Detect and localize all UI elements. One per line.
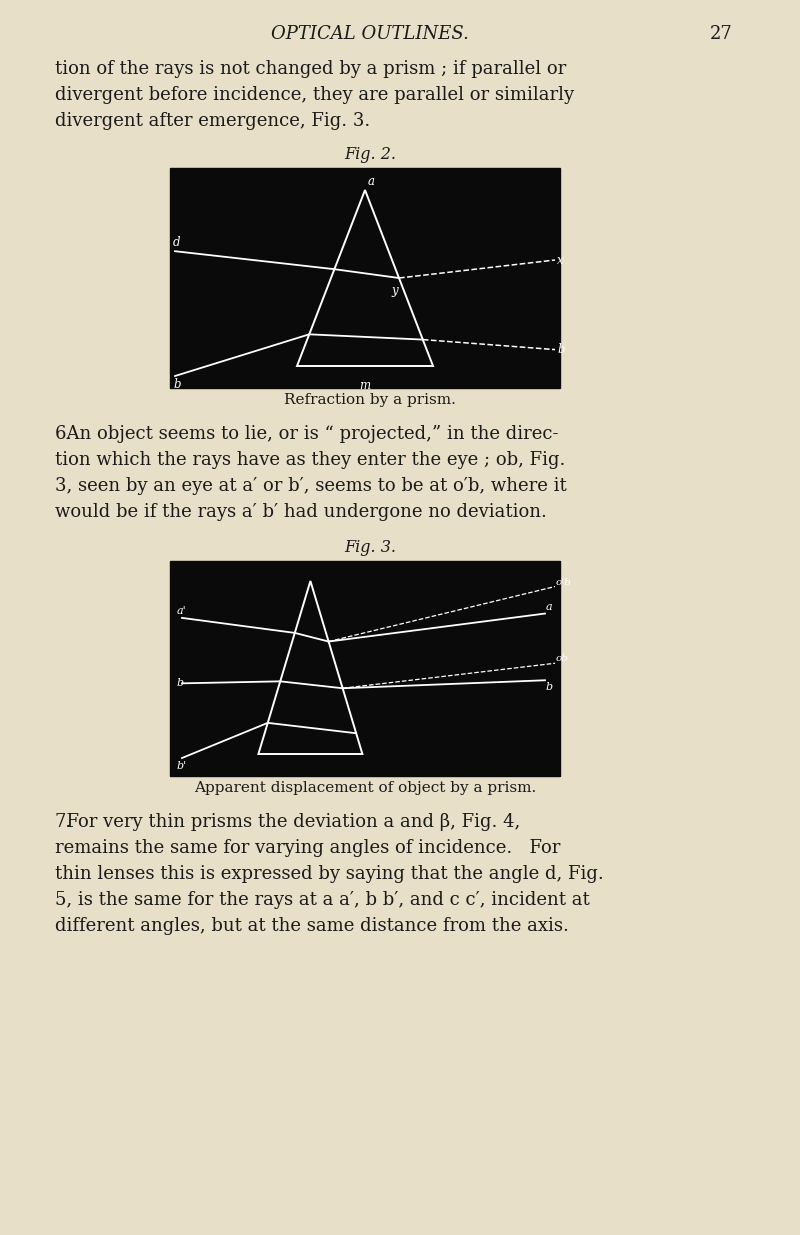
Text: a: a xyxy=(546,601,553,611)
Text: divergent after emergence, Fig. 3.: divergent after emergence, Fig. 3. xyxy=(55,112,370,130)
Text: 27: 27 xyxy=(710,25,733,43)
Text: b: b xyxy=(173,378,181,391)
Text: tion of the rays is not changed by a prism ; if parallel or: tion of the rays is not changed by a pri… xyxy=(55,61,566,78)
Text: b: b xyxy=(177,678,184,688)
Text: ob: ob xyxy=(556,655,569,663)
Text: 6.: 6. xyxy=(55,425,72,443)
Text: 5, is the same for the rays at a a′, b b′, and c c′, incident at: 5, is the same for the rays at a a′, b b… xyxy=(55,890,590,909)
Text: m: m xyxy=(359,379,370,391)
Text: Refraction by a prism.: Refraction by a prism. xyxy=(284,393,456,408)
Text: x: x xyxy=(557,253,564,267)
Text: b': b' xyxy=(177,761,187,771)
Bar xyxy=(170,561,560,776)
Text: 7.: 7. xyxy=(55,813,72,831)
Bar xyxy=(170,168,560,388)
Text: thin lenses this is expressed by saying that the angle d, Fig.: thin lenses this is expressed by saying … xyxy=(55,864,604,883)
Text: a': a' xyxy=(177,606,186,616)
Text: An object seems to lie, or is “ projected,” in the direc-: An object seems to lie, or is “ projecte… xyxy=(55,425,558,443)
Text: different angles, but at the same distance from the axis.: different angles, but at the same distan… xyxy=(55,918,569,935)
Text: o'b: o'b xyxy=(556,578,572,587)
Text: would be if the rays a′ b′ had undergone no deviation.: would be if the rays a′ b′ had undergone… xyxy=(55,503,547,521)
Text: OPTICAL OUTLINES.: OPTICAL OUTLINES. xyxy=(271,25,469,43)
Text: Apparent displacement of object by a prism.: Apparent displacement of object by a pri… xyxy=(194,781,536,795)
Text: b: b xyxy=(557,343,565,356)
Text: divergent before incidence, they are parallel or similarly: divergent before incidence, they are par… xyxy=(55,86,574,104)
Text: a: a xyxy=(368,175,375,188)
Text: y: y xyxy=(391,284,398,296)
Text: tion which the rays have as they enter the eye ; ob, Fig.: tion which the rays have as they enter t… xyxy=(55,451,566,469)
Text: Fig. 2.: Fig. 2. xyxy=(344,146,396,163)
Text: 3, seen by an eye at a′ or b′, seems to be at o′b, where it: 3, seen by an eye at a′ or b′, seems to … xyxy=(55,477,566,495)
Text: d: d xyxy=(173,236,181,249)
Text: remains the same for varying angles of incidence.   For: remains the same for varying angles of i… xyxy=(55,839,560,857)
Text: For very thin prisms the deviation a and β, Fig. 4,: For very thin prisms the deviation a and… xyxy=(55,813,520,831)
Text: Fig. 3.: Fig. 3. xyxy=(344,538,396,556)
Text: b: b xyxy=(546,682,553,693)
